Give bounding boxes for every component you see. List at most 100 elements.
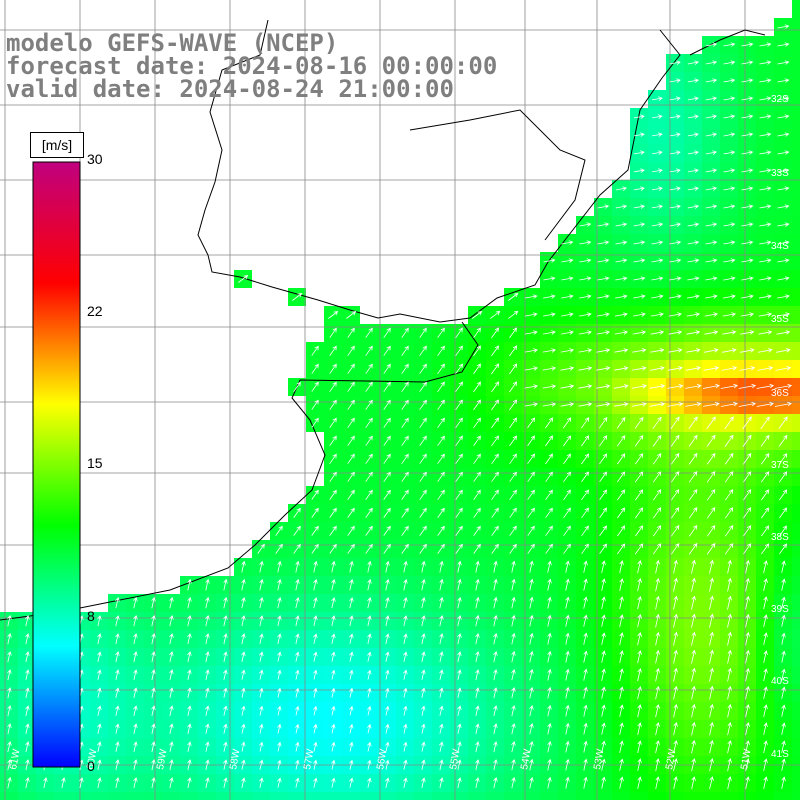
wind-arrow (205, 687, 210, 698)
wind-arrow (649, 366, 665, 371)
wind-arrow (295, 615, 300, 627)
wind-speed-cell (792, 594, 800, 612)
longitude-label: 53W (592, 748, 607, 771)
wind-arrow (561, 312, 574, 317)
wind-arrow (637, 595, 642, 610)
wind-speed-cell (792, 288, 800, 306)
wind-arrow (763, 650, 768, 663)
wind-arrow (169, 633, 174, 645)
wind-arrow (259, 633, 264, 644)
wind-arrow (634, 416, 644, 429)
wind-arrow (437, 417, 445, 428)
wind-arrow (151, 759, 156, 771)
wind-arrow (311, 363, 319, 374)
wind-arrow (509, 525, 517, 536)
wind-arrow (385, 759, 390, 770)
wind-arrow (709, 667, 714, 682)
wind-arrow (277, 723, 282, 734)
wind-arrow (759, 186, 772, 191)
wind-arrow (491, 417, 499, 429)
wind-arrow (457, 651, 462, 663)
wind-speed-cell (792, 144, 800, 162)
wind-arrow (7, 614, 12, 627)
wind-arrow (349, 560, 354, 573)
wind-arrow (547, 596, 552, 609)
wind-arrow (329, 345, 337, 356)
wind-arrow (169, 687, 174, 698)
latitude-label: 39S (771, 604, 789, 615)
wind-arrow (763, 686, 768, 699)
wind-arrow (329, 489, 337, 500)
wind-speed-cell (792, 792, 800, 800)
wind-arrow (633, 204, 646, 209)
wind-speed-cell (792, 450, 800, 468)
wind-arrow (670, 489, 680, 501)
wind-arrow (759, 240, 772, 245)
wind-arrow (727, 721, 732, 736)
wind-arrow (723, 42, 736, 47)
wind-arrow (578, 348, 593, 353)
wind-arrow (778, 416, 788, 430)
wind-speed-cell (792, 432, 800, 450)
wind-arrow (637, 559, 642, 574)
wind-arrow (745, 631, 750, 646)
wind-arrow (779, 543, 787, 555)
wind-speed-cell (792, 162, 800, 180)
latitude-label: 36S (771, 388, 789, 399)
wind-arrow (669, 60, 681, 65)
wind-arrow (329, 471, 337, 482)
latitude-label: 35S (771, 314, 789, 325)
wind-arrow (241, 723, 246, 734)
wind-arrow (97, 633, 102, 645)
wind-arrow (473, 345, 481, 357)
wind-arrow (583, 776, 588, 789)
wind-arrow (560, 384, 575, 389)
wind-arrow (277, 560, 282, 573)
wind-arrow (419, 489, 427, 500)
wind-arrow (491, 471, 499, 482)
wind-arrow (742, 543, 752, 555)
wind-arrow (687, 114, 699, 119)
wind-speed-cell (54, 792, 72, 800)
wind-arrow (331, 669, 336, 680)
wind-arrow (367, 633, 372, 644)
wind-arrow (597, 276, 610, 281)
wind-arrow (704, 348, 719, 353)
wind-arrow (741, 132, 754, 137)
wind-arrow (615, 222, 628, 227)
wind-arrow (365, 489, 373, 500)
wind-speed-cell (306, 792, 324, 800)
wind-arrow (475, 632, 480, 645)
wind-arrow (457, 687, 462, 698)
wind-arrow (329, 435, 337, 446)
wind-arrow (563, 507, 571, 519)
wind-arrow (709, 703, 714, 718)
wind-arrow (781, 722, 786, 735)
wind-arrow (403, 560, 408, 573)
wind-speed-cell (792, 486, 800, 504)
wind-arrow (313, 705, 318, 716)
wind-arrow (619, 758, 624, 771)
wind-arrow (724, 471, 734, 483)
wind-arrow (547, 704, 552, 717)
wind-arrow (741, 78, 754, 83)
wind-arrow (385, 777, 390, 788)
wind-arrow (259, 723, 264, 734)
wind-arrow (542, 330, 556, 335)
wind-arrow (401, 345, 409, 356)
wind-arrow (511, 560, 516, 573)
wind-arrow (241, 560, 246, 573)
wind-arrow (421, 777, 426, 788)
wind-arrow (187, 723, 192, 734)
wind-arrow (205, 705, 210, 716)
wind-arrow (403, 777, 408, 788)
wind-arrow (472, 310, 483, 319)
wind-arrow (670, 507, 680, 519)
wind-arrow (529, 704, 534, 717)
colorbar-tick: 8 (87, 608, 95, 624)
wind-arrow (673, 577, 678, 592)
wind-arrow (511, 686, 516, 699)
wind-arrow (763, 560, 768, 574)
wind-arrow (563, 489, 571, 501)
wind-arrow (383, 327, 391, 338)
